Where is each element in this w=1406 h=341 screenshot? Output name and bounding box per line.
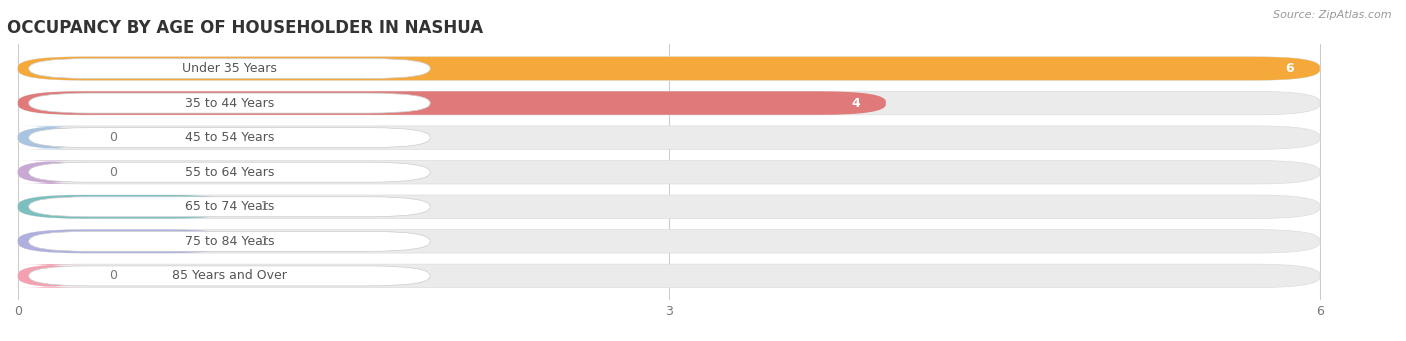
Text: 6: 6 xyxy=(1285,62,1294,75)
Text: 45 to 54 Years: 45 to 54 Years xyxy=(184,131,274,144)
FancyBboxPatch shape xyxy=(18,161,83,184)
FancyBboxPatch shape xyxy=(18,57,1320,80)
FancyBboxPatch shape xyxy=(18,161,1320,184)
Text: 1: 1 xyxy=(262,200,269,213)
FancyBboxPatch shape xyxy=(18,126,1320,149)
Text: OCCUPANCY BY AGE OF HOUSEHOLDER IN NASHUA: OCCUPANCY BY AGE OF HOUSEHOLDER IN NASHU… xyxy=(7,19,484,37)
FancyBboxPatch shape xyxy=(28,197,430,217)
FancyBboxPatch shape xyxy=(18,91,886,115)
FancyBboxPatch shape xyxy=(28,231,430,251)
FancyBboxPatch shape xyxy=(28,162,430,182)
FancyBboxPatch shape xyxy=(18,91,1320,115)
FancyBboxPatch shape xyxy=(28,128,430,148)
Text: 0: 0 xyxy=(110,166,117,179)
FancyBboxPatch shape xyxy=(18,229,235,253)
FancyBboxPatch shape xyxy=(18,195,235,219)
Text: 65 to 74 Years: 65 to 74 Years xyxy=(184,200,274,213)
Text: 35 to 44 Years: 35 to 44 Years xyxy=(184,97,274,109)
FancyBboxPatch shape xyxy=(28,59,430,78)
Text: 1: 1 xyxy=(262,235,269,248)
Text: 75 to 84 Years: 75 to 84 Years xyxy=(184,235,274,248)
Text: 85 Years and Over: 85 Years and Over xyxy=(172,269,287,282)
FancyBboxPatch shape xyxy=(28,266,430,286)
Text: 4: 4 xyxy=(851,97,860,109)
Text: 55 to 64 Years: 55 to 64 Years xyxy=(184,166,274,179)
Text: 0: 0 xyxy=(110,131,117,144)
FancyBboxPatch shape xyxy=(18,126,83,149)
FancyBboxPatch shape xyxy=(18,57,1320,80)
FancyBboxPatch shape xyxy=(28,93,430,113)
FancyBboxPatch shape xyxy=(18,229,1320,253)
Text: 0: 0 xyxy=(110,269,117,282)
Text: Under 35 Years: Under 35 Years xyxy=(181,62,277,75)
FancyBboxPatch shape xyxy=(18,264,83,288)
FancyBboxPatch shape xyxy=(18,264,1320,288)
Text: Source: ZipAtlas.com: Source: ZipAtlas.com xyxy=(1274,10,1392,20)
FancyBboxPatch shape xyxy=(18,195,1320,219)
